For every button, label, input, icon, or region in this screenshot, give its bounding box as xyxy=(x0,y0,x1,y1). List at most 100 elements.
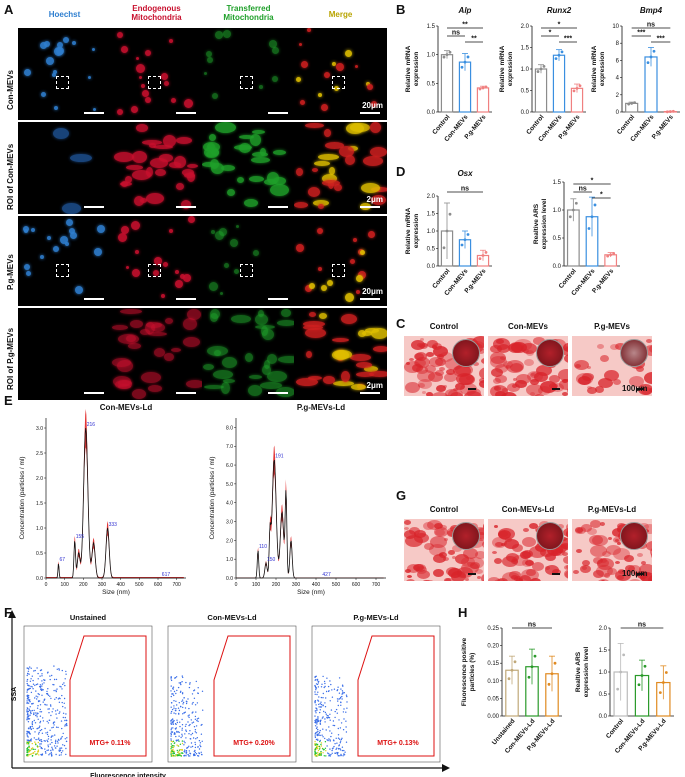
flow-event xyxy=(193,690,195,692)
flow-event xyxy=(29,714,31,716)
flow-event xyxy=(37,696,39,698)
flow-event xyxy=(315,675,317,677)
flow-event xyxy=(37,700,40,702)
panel-c-label: P.g-MEVs xyxy=(594,322,630,331)
y-tick-label: 2.0 xyxy=(36,476,43,482)
flow-event xyxy=(320,701,322,703)
micrograph-signal xyxy=(260,382,282,389)
flow-event xyxy=(170,738,172,740)
flow-event xyxy=(30,712,32,715)
micrograph-signal xyxy=(252,130,265,134)
flow-event xyxy=(173,712,175,714)
flow-event xyxy=(200,753,203,756)
stain-blot xyxy=(625,565,635,572)
flow-event xyxy=(180,752,182,754)
micrograph-signal xyxy=(180,274,185,279)
flow-event xyxy=(178,682,180,684)
stain-blot xyxy=(477,528,484,535)
micrograph-signal xyxy=(69,228,75,234)
micrograph-signal xyxy=(353,238,357,242)
flow-event xyxy=(31,686,33,688)
flow-event xyxy=(171,708,174,711)
data-point xyxy=(671,109,675,113)
flow-event xyxy=(46,731,49,733)
stain-blot xyxy=(479,378,484,383)
micrograph-signal xyxy=(341,371,350,382)
flow-event xyxy=(31,722,33,724)
y-axis-label: Relative mRNA xyxy=(499,45,506,92)
data-point xyxy=(574,201,578,205)
flow-event xyxy=(318,696,320,698)
flow-event xyxy=(172,744,174,747)
flow-event xyxy=(174,733,176,735)
flow-event xyxy=(182,703,184,705)
flow-event xyxy=(186,747,188,749)
flow-event xyxy=(338,719,340,721)
flow-event xyxy=(47,694,50,696)
flow-event xyxy=(181,735,183,737)
y-tick-label: 1.5 xyxy=(521,46,530,52)
flow-event xyxy=(41,675,43,677)
micrograph-signal xyxy=(131,221,140,230)
micrograph-signal xyxy=(54,106,58,110)
data-point xyxy=(445,229,449,233)
stain-blot xyxy=(473,362,479,366)
flow-event xyxy=(339,748,341,750)
y-tick-label: 0.0 xyxy=(427,264,436,270)
flow-event xyxy=(319,734,321,737)
flow-event xyxy=(323,710,325,713)
flow-event xyxy=(31,725,33,728)
flow-event xyxy=(184,742,186,744)
flow-event xyxy=(345,731,348,733)
micrograph-signal xyxy=(210,313,218,322)
data-point xyxy=(466,55,470,59)
flow-event xyxy=(180,755,182,757)
flow-event xyxy=(324,685,326,688)
flow-event xyxy=(40,729,43,731)
flow-event xyxy=(317,739,319,742)
y-tick-label: 0.0 xyxy=(36,576,43,582)
flow-event xyxy=(328,738,330,740)
stain-blot xyxy=(600,522,605,526)
flow-event xyxy=(175,735,177,738)
micrograph-signal xyxy=(202,162,216,167)
flow-event xyxy=(65,713,67,715)
flow-event xyxy=(39,739,41,741)
gate-polygon xyxy=(213,635,291,757)
flow-event xyxy=(40,739,43,741)
flow-event xyxy=(26,735,28,737)
flow-event xyxy=(346,701,348,703)
stain-blot xyxy=(475,551,484,559)
flow-event xyxy=(197,717,200,719)
flow-event xyxy=(314,676,316,679)
micrograph-signal xyxy=(52,73,56,77)
y-tick-label: 0.5 xyxy=(427,247,436,253)
stain-blot xyxy=(413,564,424,571)
stain-blot xyxy=(613,379,621,385)
flow-event xyxy=(337,704,339,707)
micrograph-r1-c0 xyxy=(18,122,111,214)
sig-label: * xyxy=(558,22,561,29)
sig-label: *** xyxy=(637,30,645,37)
flow-event xyxy=(189,755,191,757)
micrograph-signal xyxy=(153,145,173,149)
flow-event xyxy=(194,741,196,744)
y-tick-label: 1.5 xyxy=(427,212,436,218)
data-point xyxy=(619,670,623,674)
bar xyxy=(534,68,548,113)
flow-event xyxy=(198,752,201,755)
flow-event xyxy=(192,701,194,704)
stain-blot xyxy=(587,387,597,394)
flow-event xyxy=(28,749,30,751)
micrograph-signal xyxy=(114,152,134,162)
flow-event xyxy=(340,753,342,756)
flow-event xyxy=(172,755,174,757)
flow-event xyxy=(170,706,172,708)
micrograph-signal xyxy=(118,233,127,242)
flow-event xyxy=(31,703,33,705)
stain-blot xyxy=(530,578,541,581)
stain-blot xyxy=(581,524,592,532)
flow-event xyxy=(52,726,54,728)
flow-event xyxy=(322,692,324,695)
flow-event xyxy=(314,736,317,739)
